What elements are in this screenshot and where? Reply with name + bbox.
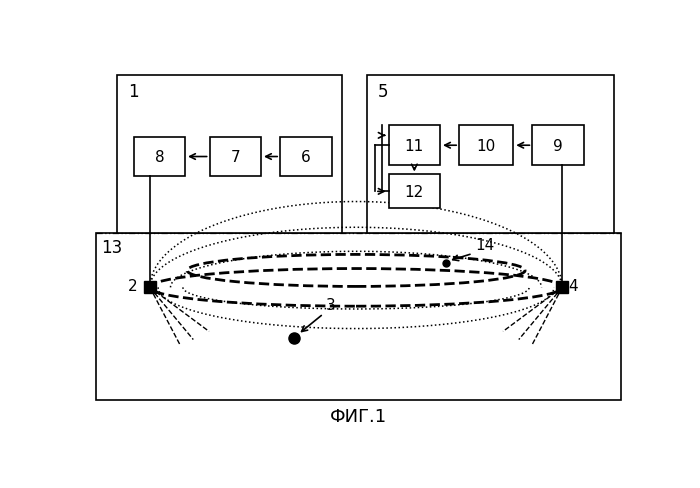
FancyBboxPatch shape [389, 175, 440, 209]
FancyBboxPatch shape [96, 233, 621, 401]
Text: 3: 3 [326, 297, 336, 312]
Text: ФИГ.1: ФИГ.1 [330, 407, 387, 425]
FancyBboxPatch shape [280, 138, 332, 177]
Text: 8: 8 [155, 150, 164, 164]
FancyBboxPatch shape [367, 76, 614, 233]
Text: 4: 4 [568, 279, 578, 293]
Text: 14: 14 [475, 237, 495, 252]
Text: 12: 12 [405, 184, 424, 200]
Text: 10: 10 [477, 139, 496, 153]
Text: 13: 13 [101, 239, 122, 257]
FancyBboxPatch shape [209, 138, 261, 177]
Text: 5: 5 [378, 83, 388, 101]
FancyBboxPatch shape [459, 126, 513, 165]
Text: 7: 7 [230, 150, 240, 164]
FancyBboxPatch shape [532, 126, 584, 165]
Text: 1: 1 [128, 83, 139, 101]
FancyBboxPatch shape [134, 138, 185, 177]
FancyBboxPatch shape [389, 126, 440, 165]
Text: 2: 2 [128, 279, 138, 293]
Text: 6: 6 [301, 150, 311, 164]
FancyBboxPatch shape [118, 76, 342, 233]
Text: 9: 9 [553, 139, 563, 153]
Text: 11: 11 [405, 139, 424, 153]
